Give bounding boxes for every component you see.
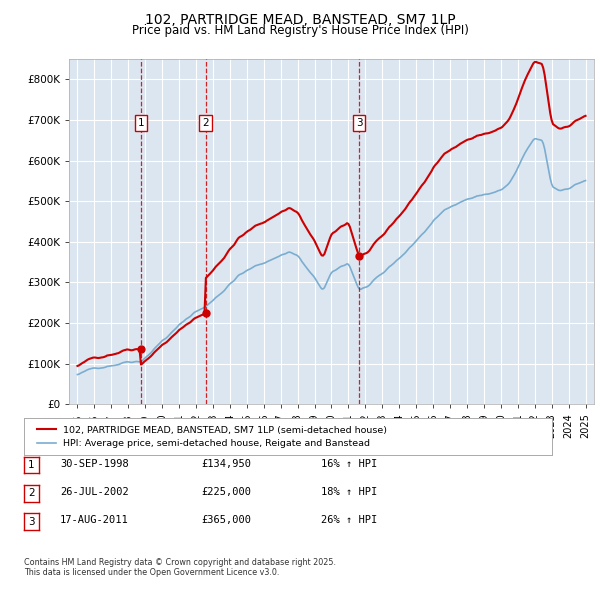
Text: 30-SEP-1998: 30-SEP-1998 xyxy=(60,459,129,468)
Text: 16% ↑ HPI: 16% ↑ HPI xyxy=(321,459,377,468)
Text: 1: 1 xyxy=(28,460,35,470)
Text: Contains HM Land Registry data © Crown copyright and database right 2025.
This d: Contains HM Land Registry data © Crown c… xyxy=(24,558,336,577)
Text: 26% ↑ HPI: 26% ↑ HPI xyxy=(321,516,377,525)
Text: 1: 1 xyxy=(137,118,144,128)
Text: £225,000: £225,000 xyxy=(201,487,251,497)
Text: £365,000: £365,000 xyxy=(201,516,251,525)
Text: 26-JUL-2002: 26-JUL-2002 xyxy=(60,487,129,497)
Text: Price paid vs. HM Land Registry's House Price Index (HPI): Price paid vs. HM Land Registry's House … xyxy=(131,24,469,37)
Text: £134,950: £134,950 xyxy=(201,459,251,468)
Legend: 102, PARTRIDGE MEAD, BANSTEAD, SM7 1LP (semi-detached house), HPI: Average price: 102, PARTRIDGE MEAD, BANSTEAD, SM7 1LP (… xyxy=(34,423,390,451)
Text: 102, PARTRIDGE MEAD, BANSTEAD, SM7 1LP: 102, PARTRIDGE MEAD, BANSTEAD, SM7 1LP xyxy=(145,13,455,27)
Text: 18% ↑ HPI: 18% ↑ HPI xyxy=(321,487,377,497)
Text: 3: 3 xyxy=(356,118,362,128)
Text: 3: 3 xyxy=(28,517,35,526)
Text: 2: 2 xyxy=(28,489,35,498)
Text: 2: 2 xyxy=(202,118,209,128)
Text: 17-AUG-2011: 17-AUG-2011 xyxy=(60,516,129,525)
